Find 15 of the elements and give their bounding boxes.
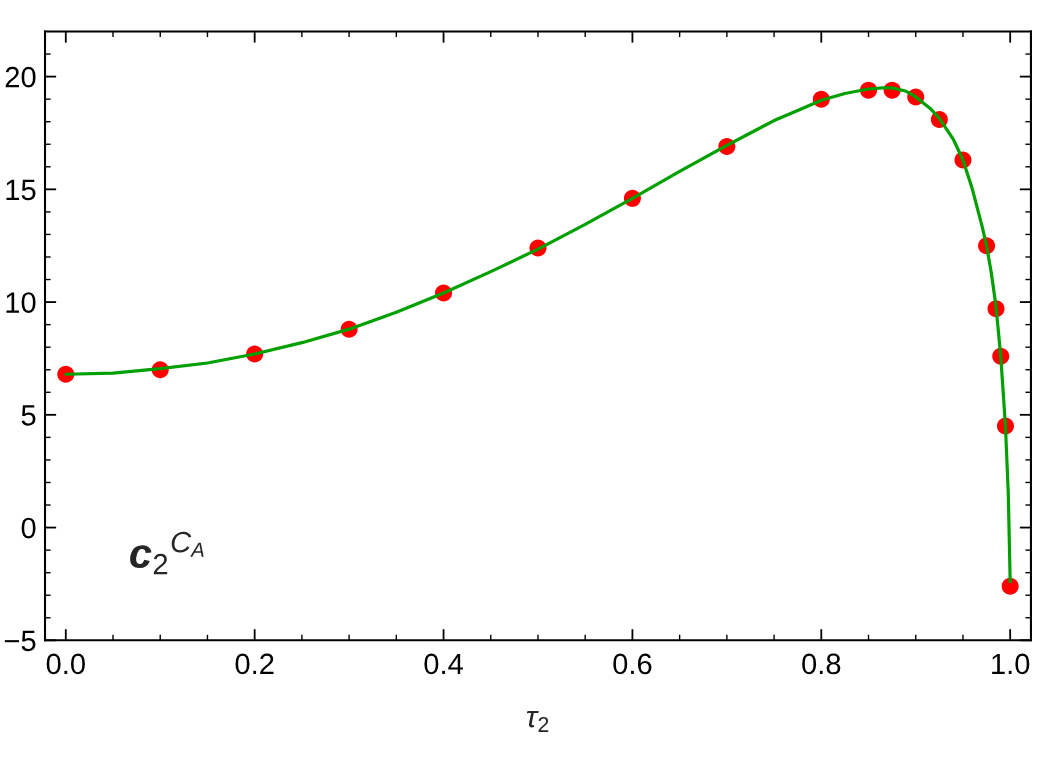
y-tick-label: 5 [21, 405, 36, 426]
x-tick-label: 0.2 [235, 653, 274, 675]
x-tick-label: 0.4 [424, 653, 463, 675]
y-tick-label: 15 [6, 179, 36, 201]
y-tick-label: 20 [5, 66, 36, 88]
point [1001, 577, 1019, 595]
y-tick-label: 0 [21, 517, 36, 539]
y-tick-label: −5 [4, 630, 36, 652]
x-tick-label: 0.0 [46, 653, 85, 675]
y-tick-label: 10 [6, 292, 36, 313]
annotation: c$_{2}$$^{CA}$ [130, 531, 204, 575]
x-tick-label: 1.0 [992, 653, 1030, 675]
x-tick-label: 0.6 [613, 653, 652, 675]
x-tick-label: 0.8 [802, 653, 841, 675]
x-axis-title: τ$_{2}$ [526, 710, 549, 732]
